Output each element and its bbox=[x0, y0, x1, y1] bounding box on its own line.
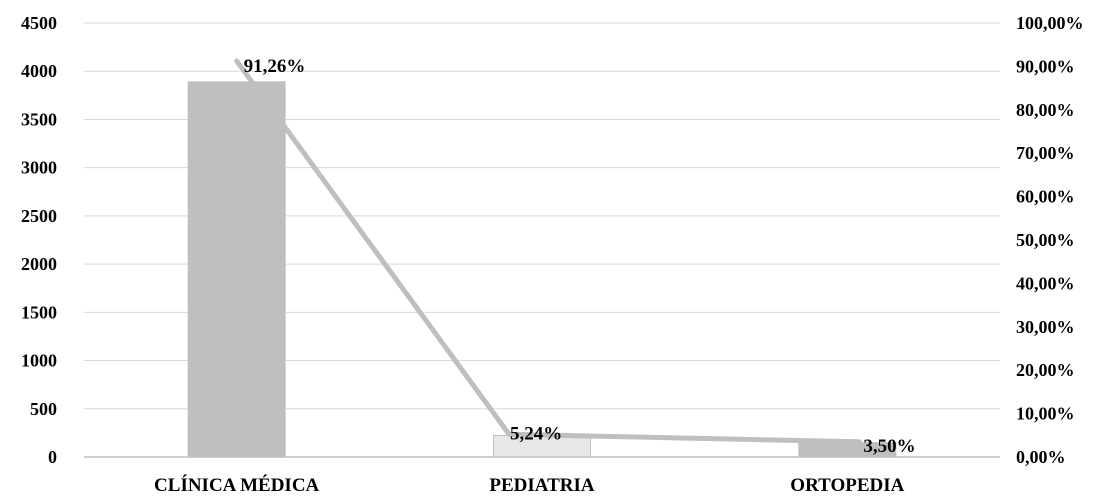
left-tick-label: 4500 bbox=[21, 13, 57, 33]
left-tick-label: 3000 bbox=[21, 158, 57, 178]
left-tick-label: 2500 bbox=[21, 206, 57, 226]
category-label: CLÍNICA MÉDICA bbox=[154, 474, 319, 496]
data-label: 3,50% bbox=[863, 436, 915, 457]
right-tick-label: 90,00% bbox=[1016, 56, 1075, 76]
left-tick-label: 4000 bbox=[21, 61, 57, 81]
right-tick-label: 70,00% bbox=[1016, 143, 1075, 163]
right-tick-label: 80,00% bbox=[1016, 100, 1075, 120]
right-tick-label: 30,00% bbox=[1016, 317, 1075, 337]
right-tick-label: 60,00% bbox=[1016, 187, 1075, 207]
data-label: 5,24% bbox=[510, 423, 562, 444]
left-tick-label: 0 bbox=[48, 447, 57, 467]
right-axis: 0,00% 10,00% 20,00% 30,00% 40,00% 50,00% 60,00… bbox=[1016, 13, 1084, 467]
left-tick-label: 3500 bbox=[21, 109, 57, 129]
bar-series bbox=[187, 81, 897, 458]
category-label: ORTOPEDIA bbox=[790, 475, 904, 496]
category-axis: CLÍNICA MÉDICA PEDIATRIA ORTOPEDIA bbox=[84, 456, 1000, 496]
right-tick-label: 50,00% bbox=[1016, 230, 1075, 250]
left-tick-label: 1500 bbox=[21, 302, 57, 322]
right-tick-label: 20,00% bbox=[1016, 360, 1075, 380]
data-labels: 91,26% 5,24% 3,50% bbox=[244, 56, 916, 457]
category-label: PEDIATRIA bbox=[489, 475, 594, 496]
left-tick-label: 1000 bbox=[21, 351, 57, 371]
bar bbox=[187, 81, 286, 458]
right-tick-label: 40,00% bbox=[1016, 273, 1075, 293]
right-tick-label: 10,00% bbox=[1016, 404, 1075, 424]
left-axis: 0 500 1000 1500 2000 2500 3000 3500 4000 4500 bbox=[21, 13, 57, 467]
left-tick-label: 2000 bbox=[21, 254, 57, 274]
data-label: 91,26% bbox=[244, 56, 306, 77]
right-tick-label: 0,00% bbox=[1016, 447, 1066, 467]
right-tick-label: 100,00% bbox=[1016, 13, 1084, 33]
series-line bbox=[234, 58, 862, 445]
line-series bbox=[234, 58, 862, 445]
left-tick-label: 500 bbox=[30, 399, 57, 419]
